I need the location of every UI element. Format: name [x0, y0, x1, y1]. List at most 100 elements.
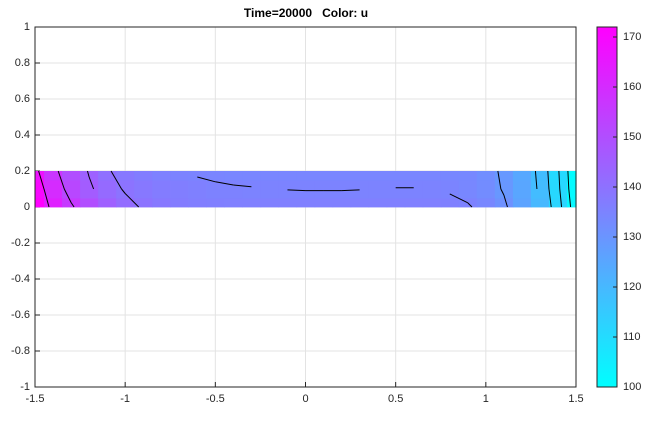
x-tick-label: 0: [302, 393, 308, 405]
cell: [494, 180, 514, 199]
cell: [386, 180, 406, 199]
cell: [116, 180, 135, 199]
cell: [440, 171, 460, 181]
cell: [368, 198, 388, 208]
cell: [224, 171, 243, 181]
cell: [368, 180, 388, 199]
cell: [332, 180, 352, 199]
cell: [62, 171, 81, 181]
cell: [512, 198, 532, 208]
cell: [350, 171, 370, 181]
contour-line: [233, 184, 252, 188]
cell: [152, 198, 171, 208]
colorbar: [596, 26, 618, 388]
contour-line: [567, 170, 570, 190]
cell: [260, 198, 280, 208]
cell: [422, 171, 442, 181]
cell: [116, 171, 135, 181]
cell: [188, 171, 207, 181]
contour-line: [534, 170, 538, 190]
colorbar-tick-label: 130: [623, 231, 641, 243]
contour-line: [568, 188, 572, 208]
y-tick-label: 0.8: [15, 57, 30, 69]
cell: [260, 171, 280, 181]
contour-line: [503, 194, 508, 208]
y-tick-label: 0: [24, 201, 30, 213]
cell: [440, 180, 460, 199]
cell: [422, 180, 442, 199]
y-tick-label: -0.8: [11, 345, 30, 357]
cell: [332, 198, 352, 208]
contour-line: [548, 188, 552, 208]
contour-line: [43, 188, 50, 208]
cell: [476, 180, 496, 199]
contour-line: [124, 193, 140, 208]
cell: [548, 198, 568, 208]
colorbar-tick-label: 150: [623, 131, 641, 143]
x-tick-label: -1: [120, 393, 130, 405]
cell: [170, 198, 189, 208]
cell: [566, 180, 577, 199]
contour-line: [63, 188, 72, 203]
cell: [440, 198, 460, 208]
cell: [350, 180, 370, 199]
cell: [296, 198, 316, 208]
cell: [494, 171, 514, 181]
cell: [224, 198, 243, 208]
y-tick-label: 0.4: [15, 129, 30, 141]
cell: [206, 198, 225, 208]
cell: [116, 198, 135, 208]
colorbar-tick-label: 120: [623, 281, 641, 293]
cell: [512, 180, 532, 199]
cell: [458, 180, 478, 199]
cell: [80, 198, 99, 208]
cell: [368, 171, 388, 181]
contour-line: [88, 176, 95, 190]
contour-line: [500, 188, 505, 196]
cell: [134, 198, 153, 208]
y-tick-label: 0.6: [15, 93, 30, 105]
cell: [134, 171, 153, 181]
cell: [170, 171, 189, 181]
cell: [188, 198, 207, 208]
cell: [476, 171, 496, 181]
cell: [296, 180, 316, 199]
cell: [314, 171, 334, 181]
cell: [206, 171, 225, 181]
cell: [224, 180, 243, 199]
contour-line: [547, 170, 550, 190]
cell: [35, 198, 45, 208]
axes-box: [34, 26, 577, 388]
cell: [314, 198, 334, 208]
cell: [404, 171, 424, 181]
cell: [242, 171, 262, 181]
cell: [476, 198, 496, 208]
cell: [98, 171, 117, 181]
x-tick-label: -1.5: [26, 393, 45, 405]
cell: [170, 180, 189, 199]
cell: [260, 180, 280, 199]
cell: [404, 198, 424, 208]
contour-line: [86, 170, 90, 178]
cell: [422, 198, 442, 208]
x-tick-label: 1.5: [568, 393, 583, 405]
cell: [512, 171, 532, 181]
x-tick-label: 1: [483, 393, 489, 405]
cell: [530, 198, 550, 208]
cell: [404, 180, 424, 199]
contour-line: [497, 170, 502, 190]
cell: [314, 180, 334, 199]
cell: [278, 180, 298, 199]
y-tick-label: -0.6: [11, 309, 30, 321]
colorbar-tick-label: 110: [623, 331, 641, 343]
cell: [278, 171, 298, 181]
contour-line: [110, 170, 122, 190]
cell: [98, 180, 117, 199]
contour-line: [38, 170, 45, 190]
contour-line: [121, 188, 126, 194]
cell: [548, 180, 568, 199]
cell: [296, 171, 316, 181]
cell: [530, 180, 550, 199]
x-tick-label: -0.5: [206, 393, 225, 405]
